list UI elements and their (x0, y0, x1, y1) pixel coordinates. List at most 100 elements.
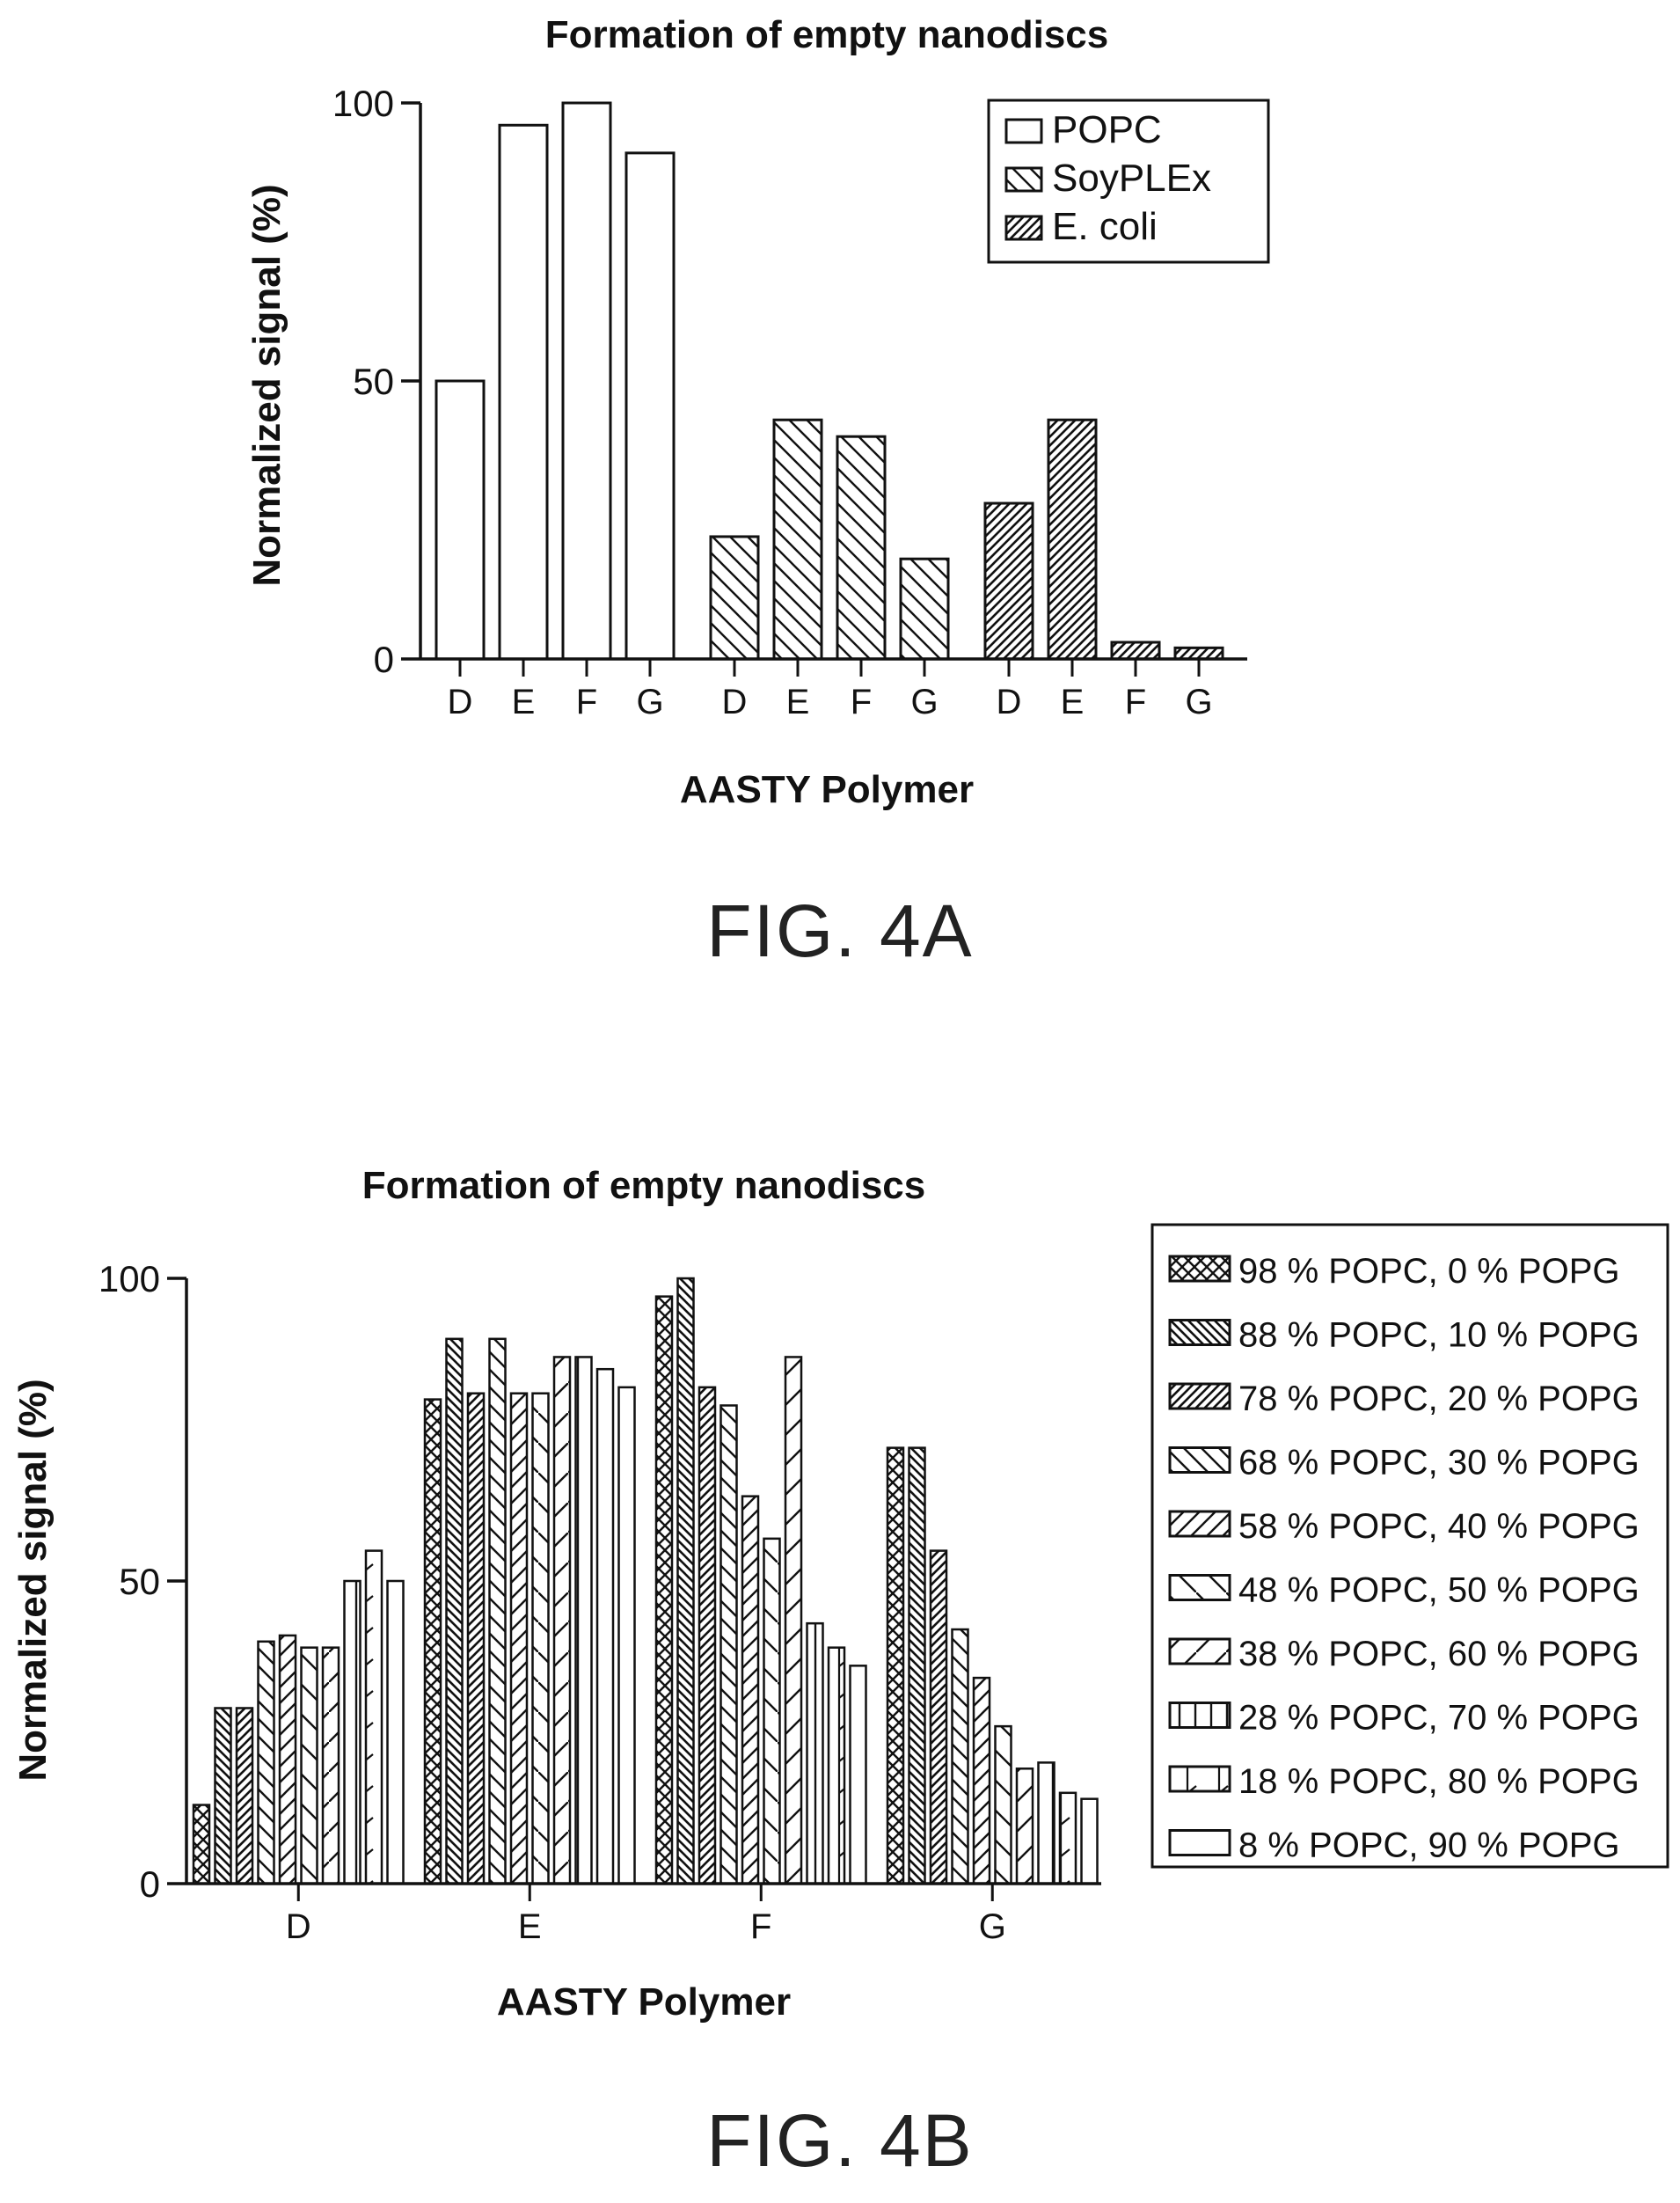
y-tick-label: 0 (140, 1863, 160, 1905)
bar-g-series-1 (886, 1446, 905, 1885)
bar-e-series-7 (552, 1356, 572, 1885)
bar-d-series-4 (257, 1640, 275, 1885)
legend-swatch (1168, 1637, 1231, 1665)
bar-g-series-3 (929, 1549, 948, 1885)
legend-entry: POPC (1052, 108, 1162, 151)
bar-g-series-8 (1037, 1761, 1055, 1885)
bar-g-series-6 (994, 1724, 1012, 1885)
bar-f-series-9 (827, 1646, 846, 1885)
bar-popc-f (561, 101, 612, 661)
legend-entry: 68 % POPC, 30 % POPG (1238, 1444, 1640, 1482)
bar-d-series-5 (278, 1634, 297, 1885)
bar-soyplex-d (709, 535, 760, 661)
legend-entry: 88 % POPC, 10 % POPG (1238, 1316, 1640, 1355)
legend-swatch (1168, 1255, 1231, 1283)
chart-a-title: Formation of empty nanodiscs (545, 13, 1109, 56)
legend-entry: 58 % POPC, 40 % POPG (1238, 1507, 1640, 1546)
x-tick-label: F (750, 1907, 771, 1946)
x-tick-label: E (1061, 683, 1085, 721)
chart-b-title: Formation of empty nanodiscs (362, 1164, 926, 1207)
chart-a-xlabel: AASTY Polymer (680, 768, 974, 811)
x-tick-label: G (979, 1907, 1006, 1946)
chart-a-legend: POPC SoyPLEx E. coli (987, 99, 1270, 264)
bar-d-series-6 (300, 1646, 318, 1885)
x-tick-label: E (786, 683, 810, 721)
bar-f-series-2 (676, 1277, 695, 1885)
bar-d-series-8 (343, 1579, 362, 1885)
figure-label-4a: FIG. 4A (706, 889, 974, 972)
bar-e-series-4 (488, 1337, 507, 1885)
y-tick-label: 100 (332, 83, 394, 124)
legend-entry: 98 % POPC, 0 % POPG (1238, 1252, 1620, 1291)
bar-g-series-4 (951, 1628, 969, 1885)
legend-swatch (1168, 1510, 1231, 1538)
chart-b-ylabel: Normalized signal (%) (11, 1379, 55, 1781)
bar-e-series-8 (574, 1356, 593, 1885)
x-tick-label: E (518, 1907, 542, 1946)
legend-swatch (1168, 1574, 1231, 1601)
legend-swatch (1168, 1829, 1231, 1856)
x-tick-label: F (576, 683, 597, 721)
bar-d-series-3 (235, 1707, 254, 1885)
chart-a-ylabel: Normalized signal (%) (245, 184, 289, 586)
bar-d-series-1 (192, 1804, 211, 1885)
chart-b-xlabel: AASTY Polymer (497, 1980, 791, 2024)
figure-label-4b: FIG. 4B (706, 2099, 974, 2182)
bar-g-series-7 (1015, 1768, 1034, 1885)
y-tick-label: 50 (353, 361, 394, 402)
bar-f-series-5 (741, 1495, 760, 1885)
x-tick-label: E (512, 683, 536, 721)
legend-box (1150, 1223, 1669, 1869)
bar-e-series-10 (617, 1386, 636, 1885)
bar-e-series-3 (466, 1392, 486, 1885)
bar-g-series-9 (1058, 1791, 1077, 1885)
bar-soyplex-g (899, 557, 950, 661)
x-tick-label: G (1185, 683, 1212, 721)
legend-entry: 38 % POPC, 60 % POPG (1238, 1635, 1640, 1673)
bar-f-series-3 (698, 1386, 717, 1885)
bar-e-series-5 (509, 1392, 529, 1885)
bar-popc-d (435, 379, 486, 661)
bar-e-series-2 (445, 1337, 464, 1885)
x-tick-label: D (448, 683, 473, 721)
x-tick-label: F (1125, 683, 1146, 721)
y-tick-label: 50 (119, 1561, 160, 1602)
bar-f-series-8 (806, 1621, 824, 1885)
x-tick-label: D (997, 683, 1022, 721)
bar-popc-g (625, 151, 676, 661)
legend-swatch (1168, 1446, 1231, 1474)
legend-swatch (1004, 215, 1043, 241)
y-tick-label: 100 (99, 1258, 160, 1299)
chart-fig-4a: Formation of empty nanodiscs Normalized … (245, 13, 1270, 811)
bar-d-series-2 (214, 1707, 232, 1885)
legend-entry: E. coli (1052, 205, 1158, 248)
bar-e-coli-g (1173, 646, 1224, 661)
legend-swatch (1168, 1382, 1231, 1410)
x-tick-label: F (851, 683, 872, 721)
bar-g-series-2 (908, 1446, 926, 1885)
legend-entry: 8 % POPC, 90 % POPG (1238, 1826, 1620, 1865)
legend-swatch (1168, 1765, 1231, 1793)
bar-g-series-10 (1080, 1797, 1099, 1885)
legend-swatch (1004, 166, 1043, 193)
bar-f-series-1 (654, 1295, 674, 1885)
bar-popc-e (498, 123, 549, 661)
x-tick-label: G (636, 683, 663, 721)
legend-entry: 18 % POPC, 80 % POPG (1238, 1762, 1640, 1801)
legend-entry: 48 % POPC, 50 % POPG (1238, 1571, 1640, 1610)
legend-swatch (1004, 118, 1043, 144)
bar-f-series-10 (849, 1665, 867, 1885)
chart-b-legend: 98 % POPC, 0 % POPG 88 % POPC, 10 % POPG 7… (1150, 1223, 1669, 1869)
x-tick-label: D (722, 683, 748, 721)
bar-d-series-9 (364, 1549, 383, 1885)
bar-e-coli-f (1110, 640, 1161, 661)
legend-swatch (1168, 1702, 1231, 1729)
bar-g-series-5 (972, 1676, 991, 1885)
legend-swatch (1168, 1319, 1231, 1346)
bar-d-series-7 (321, 1646, 340, 1885)
bar-f-series-6 (763, 1537, 781, 1885)
y-tick-label: 0 (374, 639, 394, 680)
bar-e-coli-e (1047, 418, 1098, 661)
bar-d-series-10 (386, 1579, 405, 1885)
legend-entry: 78 % POPC, 20 % POPG (1238, 1380, 1640, 1418)
